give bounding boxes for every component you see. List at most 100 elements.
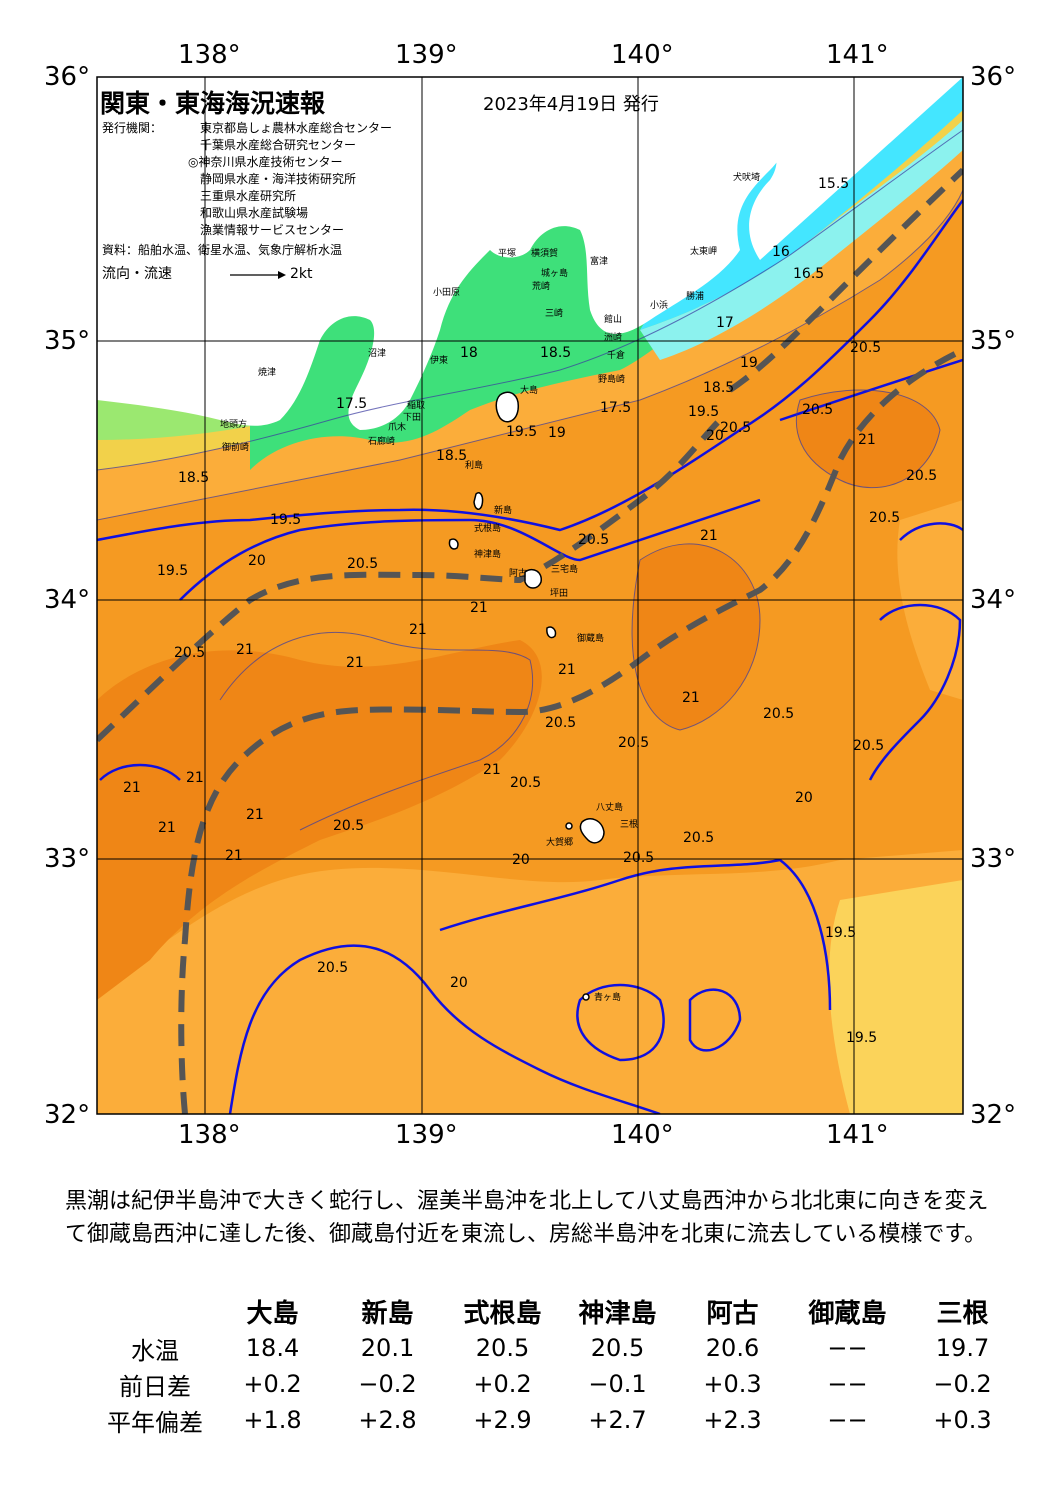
place-label: 青ヶ島 bbox=[594, 993, 622, 1003]
legend-scale: 2kt bbox=[290, 266, 313, 282]
isotherm-label: 20.5 bbox=[545, 715, 577, 731]
place-label: 神津島 bbox=[474, 550, 502, 560]
lat-label-left-33: 33° bbox=[44, 844, 91, 874]
legend-label: 流向・流速 bbox=[102, 266, 172, 282]
isotherm-label: 20.5 bbox=[720, 420, 752, 436]
table-row: 平年偏差 +1.8 +2.8 +2.9 +2.7 +2.3 −− +0.3 bbox=[95, 1402, 1020, 1438]
isotherm-label: 20 bbox=[512, 852, 530, 868]
isotherm-label: 19.5 bbox=[688, 404, 720, 420]
row-label: 前日差 bbox=[119, 1372, 191, 1401]
station-header: 阿古 bbox=[706, 1298, 759, 1329]
lat-label-right-36: 36° bbox=[970, 62, 1017, 92]
table-cell: 18.4 bbox=[245, 1334, 300, 1362]
isotherm-label: 21 bbox=[409, 622, 427, 638]
lon-label-bottom-141: 141° bbox=[826, 1120, 889, 1150]
lat-label-right-32: 32° bbox=[970, 1100, 1017, 1130]
isotherm-label: 21 bbox=[682, 690, 700, 706]
table-cell: +0.3 bbox=[933, 1406, 992, 1434]
place-label: 利島 bbox=[465, 461, 484, 471]
place-label: 荒崎 bbox=[532, 282, 551, 292]
place-label: 勝浦 bbox=[686, 292, 705, 302]
isotherm-label: 18 bbox=[460, 345, 478, 361]
isotherm-label: 21 bbox=[236, 642, 254, 658]
isotherm-label: 20.5 bbox=[850, 340, 882, 356]
isotherm-lines bbox=[97, 199, 963, 1114]
place-label: 千倉 bbox=[607, 351, 626, 361]
issuer-line: 漁業情報サービスセンター bbox=[200, 223, 345, 237]
place-label: 式根島 bbox=[474, 524, 502, 534]
table-cell: −− bbox=[827, 1406, 868, 1434]
row-label: 水温 bbox=[131, 1336, 179, 1365]
isotherm-label: 21 bbox=[123, 780, 141, 796]
place-label: 横須賀 bbox=[531, 249, 559, 259]
isotherm-label: 20.5 bbox=[906, 468, 938, 484]
isotherm-label: 21 bbox=[225, 848, 243, 864]
station-observation-table: 大島 新島 式根島 神津島 阿古 御蔵島 三根 水温 18.4 20.1 20.… bbox=[95, 1292, 1020, 1438]
isotherm-label: 20.5 bbox=[683, 830, 715, 846]
place-label: 御前崎 bbox=[222, 443, 250, 453]
isotherm-label: 19 bbox=[548, 425, 566, 441]
isotherm-label: 20 bbox=[706, 428, 724, 444]
isotherm-label: 19.5 bbox=[270, 512, 302, 528]
isotherm-label: 15.5 bbox=[818, 176, 850, 192]
isotherm-label: 19.5 bbox=[506, 424, 538, 440]
table-cell: 19.7 bbox=[935, 1334, 990, 1362]
lon-label-top-139: 139° bbox=[395, 40, 458, 70]
lat-label-left-34: 34° bbox=[44, 585, 91, 615]
row-label: 平年偏差 bbox=[107, 1408, 203, 1437]
lon-label-top-141: 141° bbox=[826, 40, 889, 70]
isotherm-label: 18.5 bbox=[436, 448, 468, 464]
isotherm-label: 20.5 bbox=[618, 735, 650, 751]
place-label: 伊東 bbox=[430, 356, 449, 366]
isotherm-label: 20.5 bbox=[802, 402, 834, 418]
isotherm-label: 21 bbox=[700, 528, 718, 544]
station-header: 三根 bbox=[936, 1298, 989, 1329]
table-header-row: 大島 新島 式根島 神津島 阿古 御蔵島 三根 bbox=[95, 1292, 1020, 1330]
place-label: 石廊崎 bbox=[368, 437, 396, 447]
place-label: 新島 bbox=[494, 506, 513, 516]
table-cell: +0.2 bbox=[243, 1370, 302, 1398]
isotherm-label: 18.5 bbox=[540, 345, 572, 361]
condition-summary: 黒潮は紀伊半島沖で大きく蛇行し、渥美半島沖を北上して八丈島西沖から北北東に向きを… bbox=[65, 1189, 989, 1247]
isotherm-label: 21 bbox=[483, 762, 501, 778]
lat-label-right-35: 35° bbox=[970, 326, 1017, 356]
isotherm-label: 21 bbox=[470, 600, 488, 616]
lon-label-bottom-138: 138° bbox=[178, 1120, 241, 1150]
isotherm-label: 20.5 bbox=[578, 532, 610, 548]
station-header: 神津島 bbox=[578, 1298, 657, 1329]
place-label: 犬吠埼 bbox=[733, 173, 761, 183]
isotherm-label: 18.5 bbox=[703, 380, 735, 396]
islands bbox=[448, 391, 605, 1001]
place-label: 小浜 bbox=[650, 301, 669, 311]
place-label: 爪木 bbox=[388, 423, 407, 433]
table-row: 前日差 +0.2 −0.2 +0.2 −0.1 +0.3 −− −0.2 bbox=[95, 1366, 1020, 1402]
table-cell: 20.1 bbox=[360, 1334, 415, 1362]
lat-label-right-33: 33° bbox=[970, 844, 1017, 874]
table-cell: +0.2 bbox=[473, 1370, 532, 1398]
isotherm-label: 19.5 bbox=[157, 563, 189, 579]
place-label: 地頭方 bbox=[220, 420, 248, 430]
table-cell: −− bbox=[827, 1370, 868, 1398]
isotherm-label: 20 bbox=[450, 975, 468, 991]
lon-label-bottom-140: 140° bbox=[611, 1120, 674, 1150]
data-source: 資料：船舶水温、衛星水温、気象庁解析水温 bbox=[102, 243, 343, 257]
isotherm-label: 17.5 bbox=[336, 396, 368, 412]
isotherm-label: 16 bbox=[772, 244, 790, 260]
lon-label-top-138: 138° bbox=[178, 40, 241, 70]
lat-label-right-34: 34° bbox=[970, 585, 1017, 615]
place-label: 稲取 bbox=[407, 401, 426, 411]
table-cell: −0.1 bbox=[588, 1370, 647, 1398]
place-label: 三根 bbox=[620, 820, 639, 830]
table-cell: +2.7 bbox=[588, 1406, 647, 1434]
station-header: 式根島 bbox=[463, 1298, 542, 1329]
lat-label-left-36: 36° bbox=[44, 62, 91, 92]
isotherm-label: 19 bbox=[740, 355, 758, 371]
place-label: 館山 bbox=[604, 315, 623, 325]
place-label: 阿古 bbox=[509, 569, 528, 579]
table-cell: 20.5 bbox=[475, 1334, 530, 1362]
place-label: 大島 bbox=[520, 386, 539, 396]
table-cell: 20.5 bbox=[590, 1334, 645, 1362]
place-label: 御蔵島 bbox=[577, 634, 605, 644]
place-label: 三宅島 bbox=[551, 565, 579, 575]
